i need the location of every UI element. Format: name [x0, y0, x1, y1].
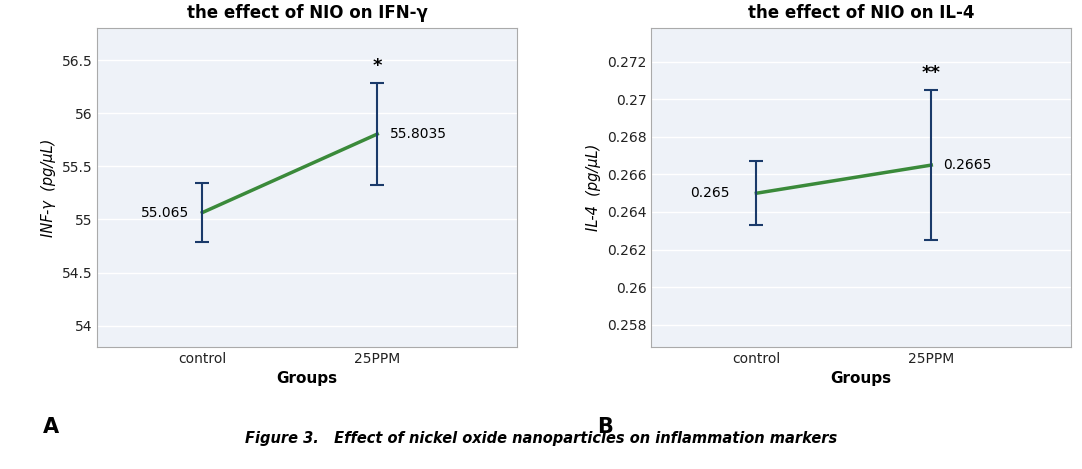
- X-axis label: Groups: Groups: [831, 371, 892, 386]
- Title: the effect of NIO on IFN-γ: the effect of NIO on IFN-γ: [187, 4, 427, 23]
- X-axis label: Groups: Groups: [277, 371, 338, 386]
- Text: Figure 3.   Effect of nickel oxide nanoparticles on inflammation markers: Figure 3. Effect of nickel oxide nanopar…: [245, 431, 837, 446]
- Text: 55.8035: 55.8035: [390, 127, 447, 141]
- Text: 0.2665: 0.2665: [944, 158, 992, 172]
- Text: 55.065: 55.065: [141, 205, 189, 219]
- Title: the effect of NIO on IL-4: the effect of NIO on IL-4: [748, 4, 975, 23]
- Y-axis label: IL-4  (pg/μL): IL-4 (pg/μL): [586, 144, 602, 231]
- Text: **: **: [922, 64, 940, 82]
- Text: *: *: [372, 57, 382, 75]
- Text: 0.265: 0.265: [690, 186, 729, 200]
- Text: B: B: [597, 417, 612, 437]
- Text: A: A: [43, 417, 58, 437]
- Y-axis label: INF-γ  (pg/μL): INF-γ (pg/μL): [41, 138, 56, 237]
